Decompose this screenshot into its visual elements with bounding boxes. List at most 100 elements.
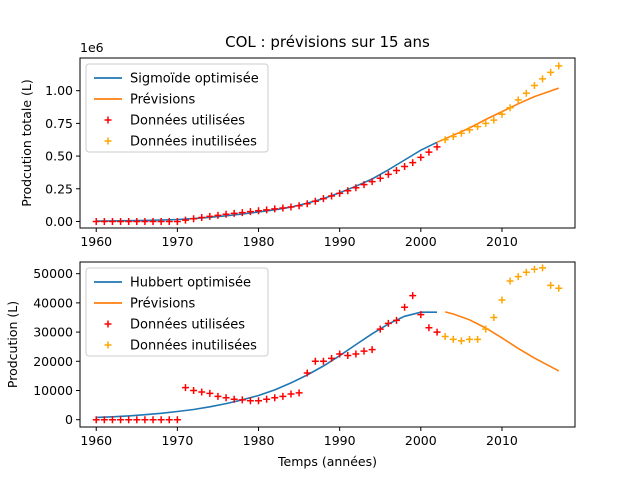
data-point [319, 195, 327, 203]
data-point [547, 281, 555, 289]
x-tick-label: 2000 [405, 234, 437, 249]
data-point [474, 335, 482, 343]
data-point [149, 416, 157, 424]
data-point [214, 211, 222, 219]
data-point [376, 174, 384, 182]
data-point [449, 132, 457, 140]
x-tick-label: 2010 [486, 433, 518, 448]
x-tick-label: 2010 [486, 234, 518, 249]
data-point [482, 119, 490, 127]
data-point [417, 153, 425, 161]
x-tick-label: 1980 [243, 234, 275, 249]
x-tick-label: 1990 [324, 433, 356, 448]
y-tick-label: 10000 [33, 383, 73, 398]
x-tick-label: 2000 [405, 433, 437, 448]
data-point [425, 324, 433, 332]
legend-box [85, 63, 269, 153]
data-point [263, 395, 271, 403]
y-tick-label: 0.50 [45, 149, 73, 164]
data-point [328, 192, 336, 200]
data-point [222, 394, 230, 402]
x-tick-label: 1960 [80, 234, 112, 249]
data-point [100, 416, 108, 424]
data-point [466, 335, 474, 343]
data-point [206, 389, 214, 397]
data-point [149, 217, 157, 225]
data-point [555, 62, 563, 70]
data-point [165, 416, 173, 424]
data-point [198, 214, 206, 222]
x-tick-label: 1960 [80, 433, 112, 448]
legend-label: Prévisions [130, 297, 196, 312]
series-line [444, 311, 560, 372]
data-point [344, 351, 352, 359]
data-point [117, 416, 125, 424]
data-point [384, 170, 392, 178]
data-point [279, 392, 287, 400]
data-point [466, 126, 474, 134]
data-point [222, 210, 230, 218]
data-point [287, 203, 295, 211]
y-axis-label: Prodcution totale (L) [19, 79, 34, 206]
data-point [255, 207, 263, 215]
data-point [100, 217, 108, 225]
data-point [506, 104, 514, 112]
data-point [474, 123, 482, 131]
data-point [441, 136, 449, 144]
legend-label: Hubbert optimisée [130, 276, 251, 291]
data-point [392, 316, 400, 324]
series-line [436, 87, 560, 144]
data-point [360, 347, 368, 355]
data-point [441, 332, 449, 340]
data-point [352, 350, 360, 358]
data-point [190, 386, 198, 394]
data-point [449, 335, 457, 343]
data-point [238, 396, 246, 404]
data-point [303, 369, 311, 377]
x-tick-label: 1990 [324, 234, 356, 249]
data-point [214, 392, 222, 400]
legend-marker-swatch [104, 137, 112, 145]
data-point [530, 265, 538, 273]
y-tick-label: 0.25 [45, 181, 73, 196]
data-point [514, 96, 522, 104]
data-point [336, 189, 344, 197]
data-point [271, 394, 279, 402]
data-point [392, 166, 400, 174]
data-point [498, 110, 506, 118]
data-point [425, 148, 433, 156]
data-point [133, 416, 141, 424]
data-point [263, 206, 271, 214]
legend-label: Prévisions [130, 93, 196, 108]
data-point [506, 277, 514, 285]
y-axis-label: Prodcution (L) [5, 301, 20, 388]
data-point [384, 319, 392, 327]
data-point [498, 296, 506, 304]
data-point [522, 268, 530, 276]
data-point [344, 187, 352, 195]
data-point [230, 395, 238, 403]
data-point [190, 215, 198, 223]
data-point [328, 354, 336, 362]
x-axis-label: Temps (années) [277, 454, 377, 469]
y-offset-label: 1e6 [80, 40, 104, 55]
data-point [311, 357, 319, 365]
y-tick-label: 50000 [33, 266, 73, 281]
data-point [92, 217, 100, 225]
y-tick-label: 0.75 [45, 116, 73, 131]
data-point [279, 204, 287, 212]
data-point [457, 337, 465, 345]
data-point [514, 273, 522, 281]
data-point [133, 217, 141, 225]
legend-label: Données utilisées [130, 318, 245, 333]
legend-marker-swatch [104, 320, 112, 328]
data-point [409, 292, 417, 300]
data-point [198, 388, 206, 396]
data-point [173, 217, 181, 225]
data-point [401, 303, 409, 311]
data-point [336, 350, 344, 358]
data-point [287, 390, 295, 398]
data-point [141, 217, 149, 225]
data-point [246, 397, 254, 405]
